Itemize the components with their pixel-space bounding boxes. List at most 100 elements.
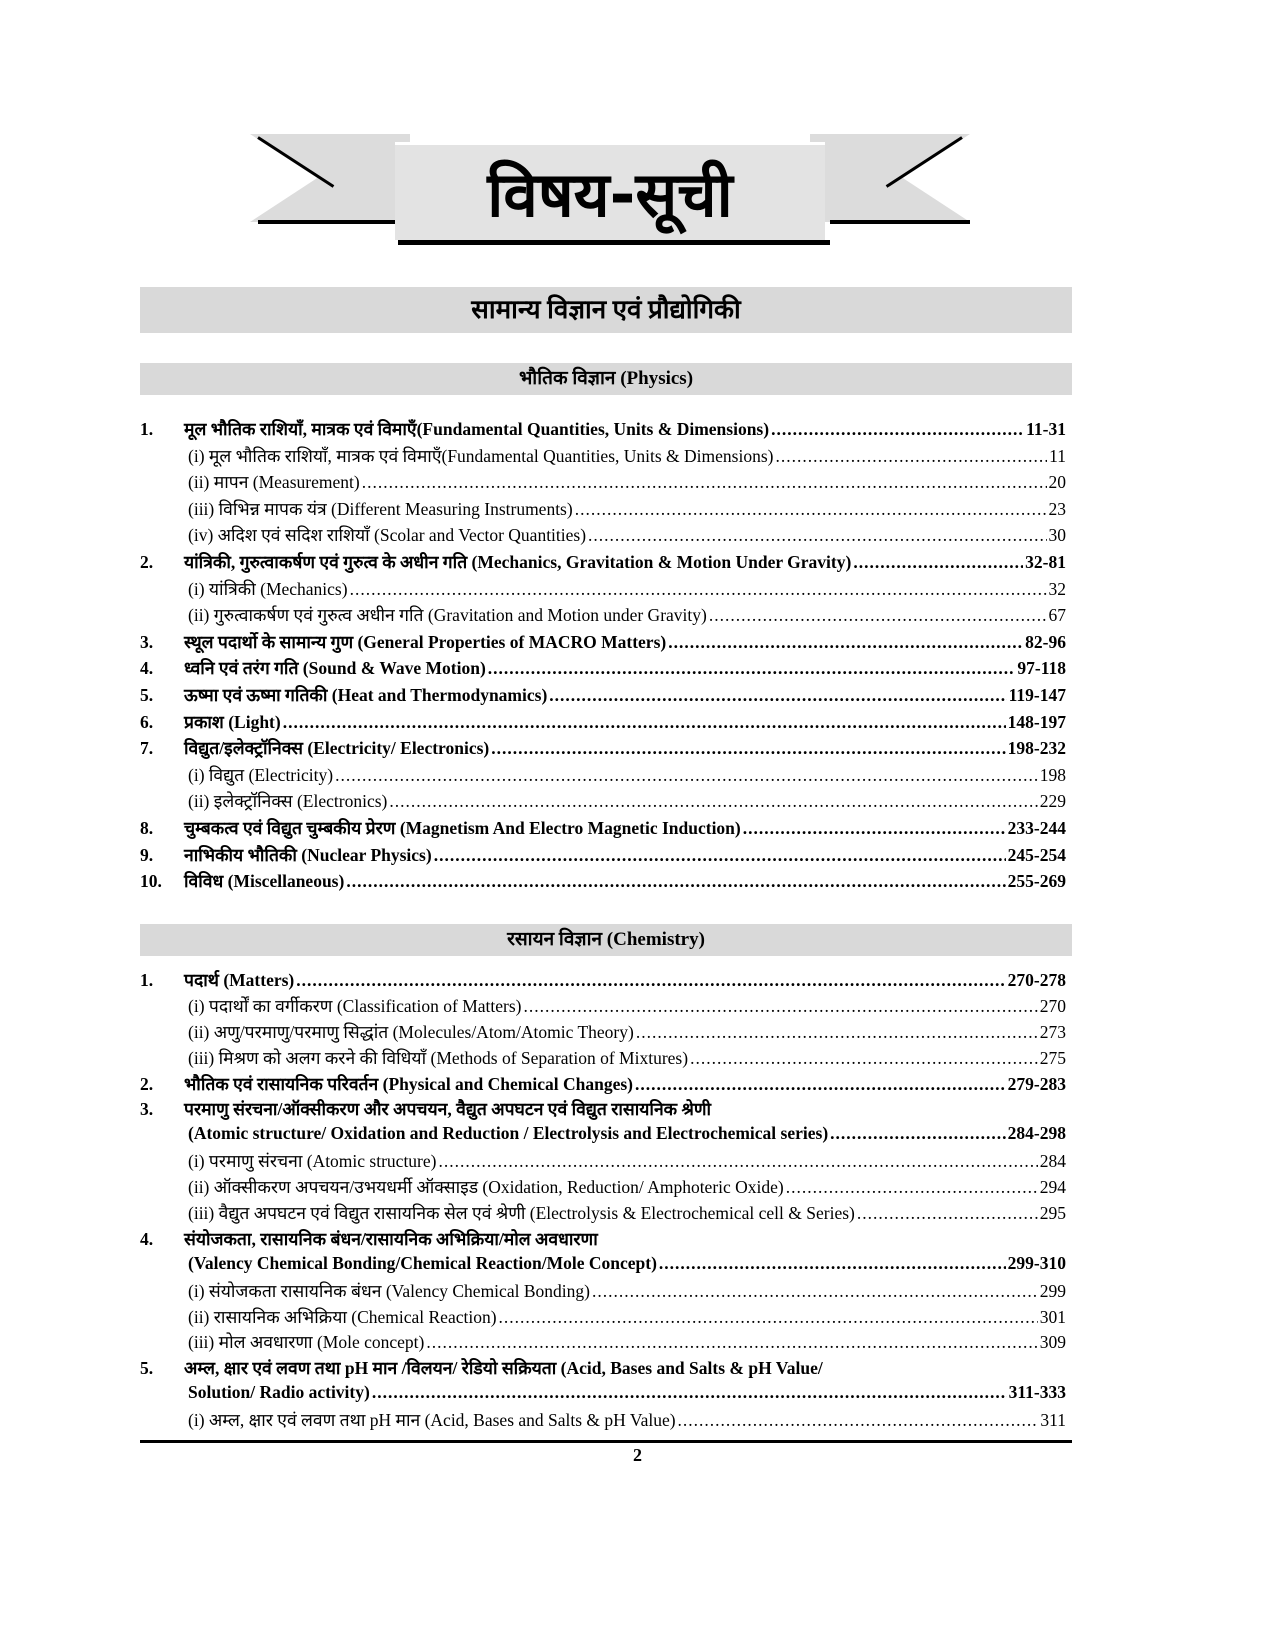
toc-entry[interactable]: 8. चुम्बकत्व एवं विद्युत चुम्बकीय प्रेरण … [140, 816, 1066, 843]
dot-leader [362, 472, 1047, 493]
entry-number: 5. [140, 1358, 154, 1379]
entry-page: 299-310 [1007, 1252, 1066, 1273]
toc-entry[interactable]: (i) विद्युत (Electricity) 198 [140, 763, 1066, 790]
toc-entry[interactable]: (iii) मिश्रण को अलग करने की विधियाँ (Met… [140, 1046, 1066, 1072]
entry-number: 7. [140, 738, 154, 759]
entry-page: 11-31 [1026, 419, 1066, 439]
entry-number: 5. [140, 684, 154, 705]
dot-leader [830, 1123, 1006, 1144]
dot-leader [588, 525, 1046, 546]
toc-entry[interactable]: (ii) इलेक्ट्रॉनिक्स (Electronics) 229 [140, 789, 1066, 816]
entry-title: पदार्थ (Matters) [184, 970, 295, 990]
entry-page: 229 [1039, 791, 1066, 812]
toc-entry[interactable]: (ii) मापन (Measurement) 20 [140, 470, 1066, 497]
footer-rule [140, 1440, 1072, 1443]
entry-page: 270 [1039, 995, 1066, 1016]
entry-title: (iii) विभिन्न मापक यंत्र (Different Meas… [188, 498, 573, 519]
dot-leader [335, 765, 1038, 786]
entry-number: 3. [140, 1099, 154, 1120]
dot-leader [283, 712, 1006, 733]
entry-title: यांत्रिकी, गुरुत्वाकर्षण एवं गुरुत्व के … [184, 551, 852, 572]
toc-entry[interactable]: (ii) ऑक्सीकरण अपचयन/उभयधर्मी ऑक्साइड (Ox… [140, 1175, 1066, 1201]
toc-entry[interactable]: (Valency Chemical Bonding/Chemical React… [140, 1253, 1066, 1279]
entry-title: नाभिकीय भौतिकी (Nuclear Physics) [184, 844, 432, 865]
dot-leader [743, 818, 1006, 839]
toc-entry[interactable]: 3. स्थूल पदार्थो के सामान्य गुण (General … [140, 630, 1066, 657]
dot-leader [678, 1410, 1039, 1431]
entry-title: (i) यांत्रिकी (Mechanics) [188, 578, 348, 599]
page-title: विषय-सूची [395, 142, 825, 240]
toc-entry[interactable]: (i) परमाणु संरचना (Atomic structure) 284 [140, 1149, 1066, 1175]
entry-title: (ii) रासायनिक अभिक्रिया (Chemical Reacti… [188, 1306, 497, 1327]
entry-title: (i) मूल भौतिक राशियाँ, मात्रक एवं विमाएँ… [188, 445, 774, 466]
dot-leader [350, 579, 1047, 600]
entry-title: ऊष्मा एवं ऊष्मा गतिकी (Heat and Thermody… [184, 684, 548, 705]
entry-page: 311 [1040, 1410, 1066, 1431]
entry-title: (i) विद्युत (Electricity) [188, 764, 334, 785]
entry-page: 23 [1048, 498, 1067, 519]
entry-title: परमाणु संरचना/ऑक्सीकरण और अपचयन, वैद्युत… [184, 1099, 712, 1120]
toc-entry[interactable]: (ii) गुरुत्वाकर्षण एवं गुरुत्व अधीन गति … [140, 603, 1066, 630]
toc-entry[interactable]: (i) मूल भौतिक राशियाँ, मात्रक एवं विमाएँ… [140, 444, 1066, 471]
section-heading-chemistry: रसायन विज्ञान (Chemistry) [140, 924, 1072, 956]
dot-leader [775, 446, 1047, 467]
entry-page: 20 [1048, 472, 1067, 493]
entry-title: (i) परमाणु संरचना (Atomic structure) [188, 1151, 437, 1172]
toc-entry[interactable]: (i) पदार्थों का वर्गीकरण (Classification… [140, 994, 1066, 1020]
entry-page: 295 [1039, 1203, 1066, 1224]
entry-number: 6. [140, 711, 154, 732]
entry-page: 311-333 [1008, 1382, 1066, 1403]
toc-entry[interactable]: 5. अम्ल, क्षार एवं लवण तथा pH मान /विलयन/… [140, 1356, 1066, 1382]
chemistry-contents: 1. पदार्थ (Matters) 270-278 (i) पदार्थों का… [140, 968, 1066, 1434]
entry-title: चुम्बकत्व एवं विद्युत चुम्बकीय प्रेरण (M… [184, 817, 741, 838]
banner-left-underline [258, 220, 398, 224]
toc-entry[interactable]: 4. ध्वनि एवं तरंग गति (Sound & Wave Motio… [140, 656, 1066, 683]
toc-entry[interactable]: (ii) अणु/परमाणु/परमाणु सिद्धांत (Molecul… [140, 1020, 1066, 1046]
entry-page: 32-81 [1025, 551, 1066, 572]
entry-number: 2. [140, 551, 154, 572]
toc-entry[interactable]: 5. ऊष्मा एवं ऊष्मा गतिकी (Heat and Thermo… [140, 683, 1066, 710]
dot-leader [346, 871, 1005, 892]
toc-entry[interactable]: (ii) रासायनिक अभिक्रिया (Chemical Reacti… [140, 1305, 1066, 1331]
dot-leader [853, 552, 1023, 573]
entry-title: (iv) अदिश एवं सदिश राशियाँ (Scolar and V… [188, 525, 587, 546]
toc-entry[interactable]: 10. विविध (Miscellaneous) 255-269 [140, 869, 1066, 896]
toc-entry[interactable]: 7. विद्युत/इलेक्ट्रॉनिक्स (Electricity/ E… [140, 736, 1066, 763]
entry-page: 119-147 [1008, 684, 1066, 705]
entry-title: (iii) वैद्युत अपघटन एवं विद्युत रासायनिक… [188, 1203, 855, 1224]
toc-entry[interactable]: (Atomic structure/ Oxidation and Reducti… [140, 1123, 1066, 1149]
dot-leader [549, 685, 1006, 706]
toc-entry[interactable]: 3. परमाणु संरचना/ऑक्सीकरण और अपचयन, वैद्य… [140, 1097, 1066, 1123]
entry-title: (iii) मिश्रण को अलग करने की विधियाँ (Met… [188, 1047, 689, 1068]
toc-entry[interactable]: (iii) मोल अवधारणा (Mole concept) 309 [140, 1330, 1066, 1356]
banner-underline [398, 240, 830, 245]
dot-leader [488, 658, 1016, 679]
toc-entry[interactable]: 4. संयोजकता, रासायनिक बंधन/रासायनिक अभिक्… [140, 1227, 1066, 1253]
toc-entry[interactable]: (iv) अदिश एवं सदिश राशियाँ (Scolar and V… [140, 523, 1066, 550]
entry-page: 30 [1048, 525, 1067, 546]
toc-entry[interactable]: (i) यांत्रिकी (Mechanics) 32 [140, 577, 1066, 604]
toc-entry[interactable]: (iii) वैद्युत अपघटन एवं विद्युत रासायनिक… [140, 1201, 1066, 1227]
dot-leader [389, 791, 1037, 812]
toc-entry[interactable]: 2. यांत्रिकी, गुरुत्वाकर्षण एवं गुरुत्व क… [140, 550, 1066, 577]
entry-number: 1. [140, 419, 154, 439]
toc-entry[interactable]: 1. मूल भौतिक राशियाँ, मात्रक एवं विमाएँ(F… [140, 417, 1066, 444]
toc-entry[interactable]: Solution/ Radio activity) 311-333 [140, 1382, 1066, 1408]
entry-title: विविध (Miscellaneous) [184, 871, 345, 892]
toc-entry[interactable]: 2. भौतिक एवं रासायनिक परिवर्तन (Physical … [140, 1072, 1066, 1098]
toc-entry[interactable]: (iii) विभिन्न मापक यंत्र (Different Meas… [140, 497, 1066, 524]
toc-entry[interactable]: (i) अम्ल, क्षार एवं लवण तथा pH मान (Acid… [140, 1408, 1066, 1434]
entry-page: 67 [1048, 605, 1067, 626]
dot-leader [786, 1177, 1038, 1198]
toc-entry[interactable]: 6. प्रकाश (Light) 148-197 [140, 710, 1066, 737]
entry-title: (ii) इलेक्ट्रॉनिक्स (Electronics) [188, 791, 388, 812]
toc-entry[interactable]: 9. नाभिकीय भौतिकी (Nuclear Physics) 245-25… [140, 843, 1066, 870]
dot-leader [499, 1307, 1038, 1328]
dot-leader [659, 1253, 1006, 1274]
page-number: 2 [633, 1445, 642, 1465]
toc-entry[interactable]: 1. पदार्थ (Matters) 270-278 [140, 968, 1066, 994]
entry-number: 3. [140, 631, 154, 652]
dot-leader [372, 1382, 1007, 1403]
entry-page: 198-232 [1007, 738, 1066, 759]
toc-entry[interactable]: (i) संयोजकता रासायनिक बंधन (Valency Chem… [140, 1279, 1066, 1305]
